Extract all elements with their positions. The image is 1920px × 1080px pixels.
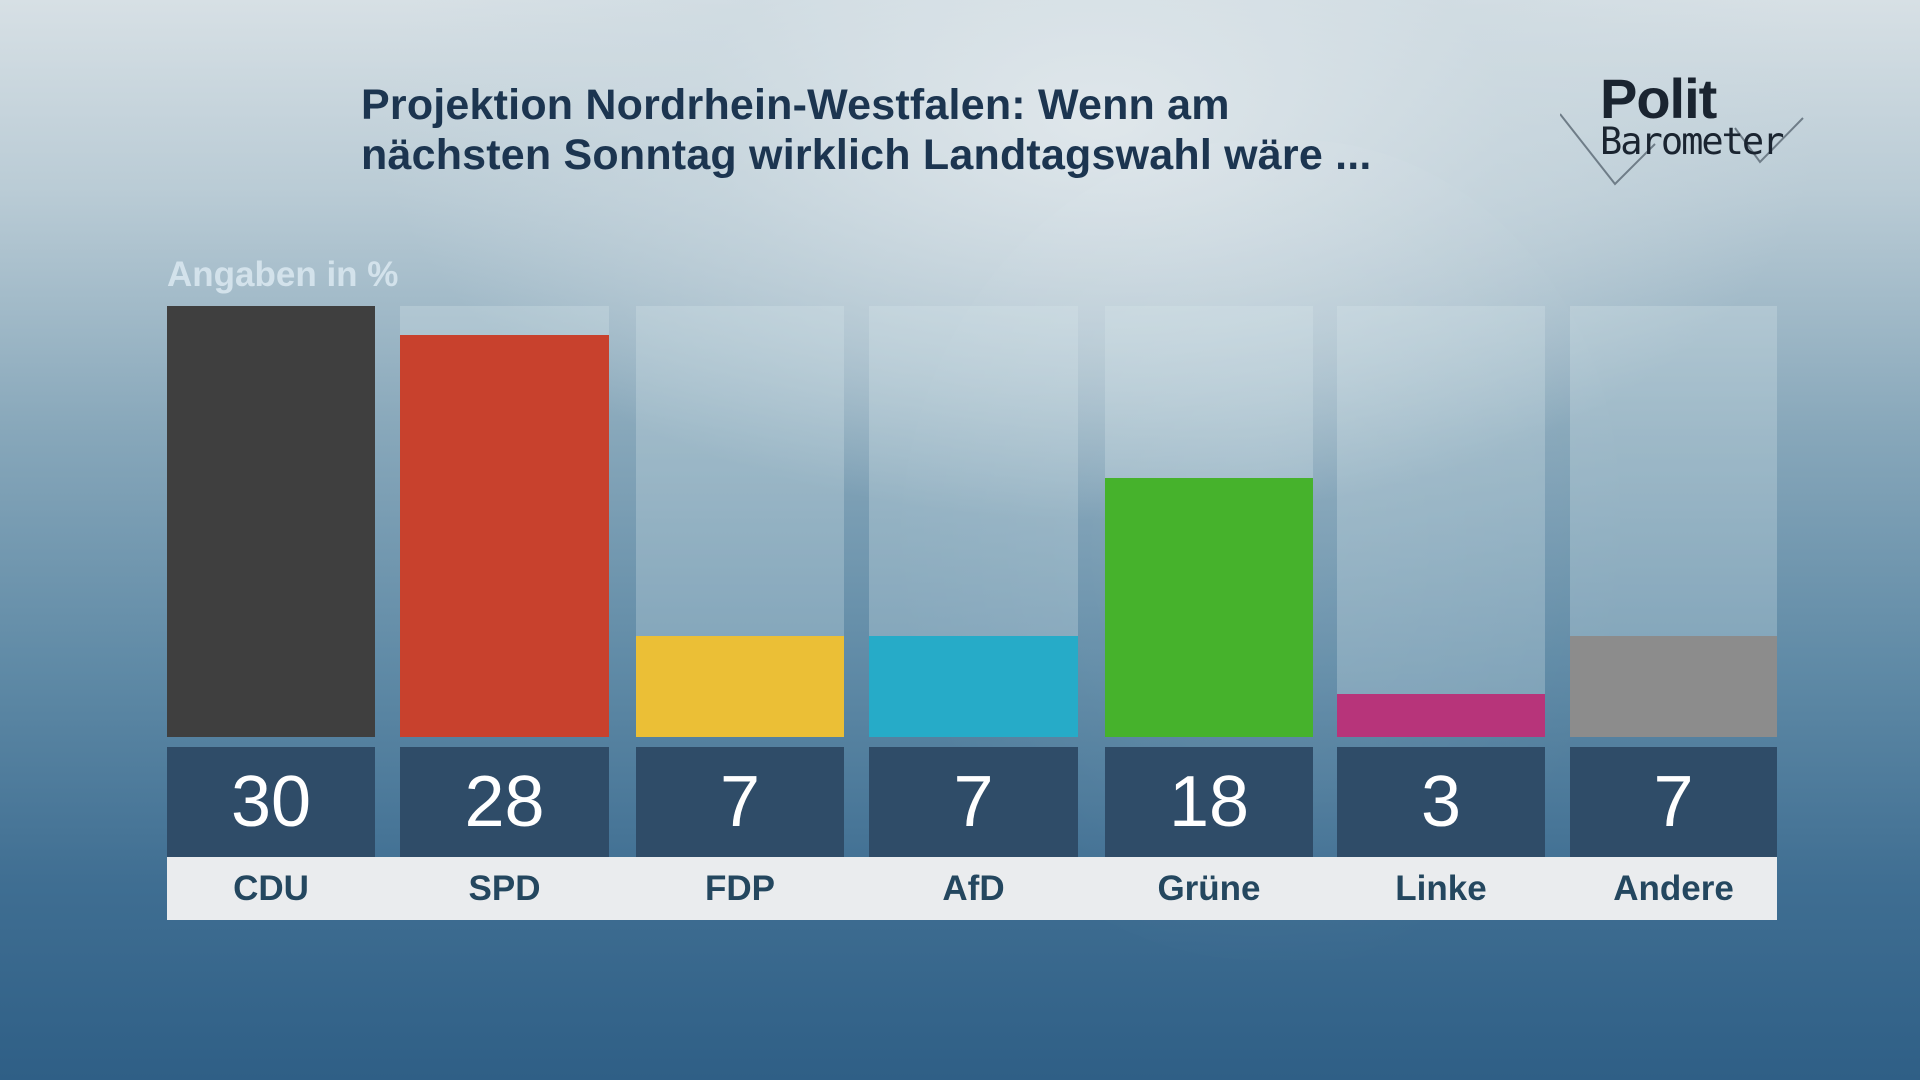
checkmark-icon — [1560, 113, 1804, 186]
value-label: 18 — [1105, 747, 1313, 857]
title-line-2: nächsten Sonntag wirklich Landtagswahl w… — [361, 131, 1372, 179]
party-label: Andere — [1613, 868, 1734, 908]
chart-title: Projektion Nordrhein-Westfalen: Wenn am … — [361, 80, 1561, 180]
value-label: 28 — [400, 747, 609, 857]
bar-linke — [1337, 694, 1545, 737]
logo-word-polit: Polit — [1600, 67, 1717, 130]
party-label-strip — [167, 857, 1777, 920]
party-label: Linke — [1395, 868, 1487, 908]
value-label: 30 — [167, 747, 375, 857]
party-label: SPD — [468, 868, 541, 908]
value-label: 7 — [636, 747, 844, 857]
party-label: Grüne — [1157, 868, 1261, 908]
bar-spd — [400, 335, 609, 737]
bar-andere — [1570, 636, 1777, 737]
party-label: AfD — [942, 868, 1005, 908]
bar-cdu — [167, 306, 375, 737]
title-line-1: Projektion Nordrhein-Westfalen: Wenn am — [361, 81, 1230, 129]
bar-grüne — [1105, 478, 1313, 737]
value-label: 7 — [869, 747, 1078, 857]
logo-word-barometer: Barometer — [1600, 120, 1784, 163]
value-label: 7 — [1570, 747, 1777, 857]
party-label: FDP — [705, 868, 775, 908]
bar-fdp — [636, 636, 844, 737]
politbarometer-logo: Polit Barometer — [1560, 64, 1820, 194]
value-label: 3 — [1337, 747, 1545, 857]
unit-label: Angaben in % — [167, 255, 399, 294]
bar-afd — [869, 636, 1078, 737]
bar-track — [1337, 306, 1545, 737]
party-label: CDU — [233, 868, 309, 908]
